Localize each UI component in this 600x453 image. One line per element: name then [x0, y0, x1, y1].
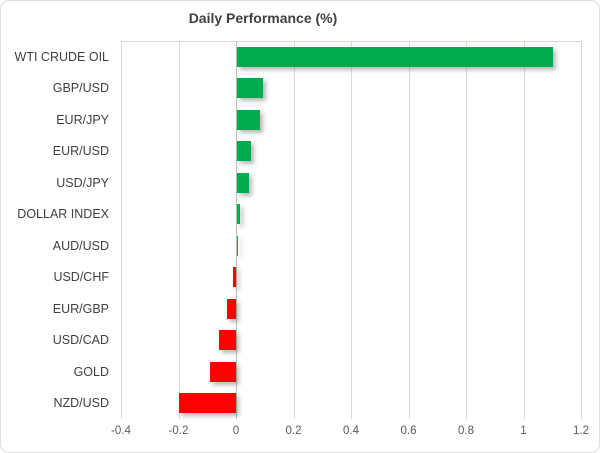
performance-bar-eur-usd — [237, 141, 252, 162]
category-label: DOLLAR INDEX — [17, 207, 109, 222]
gridline — [293, 41, 295, 419]
category-label: EUR/GBP — [52, 301, 109, 316]
performance-bar-eur-gbp — [227, 298, 236, 319]
gridline — [121, 41, 122, 419]
performance-bar-wti-crude-oil — [237, 46, 554, 67]
performance-bar-eur-jpy — [237, 109, 260, 130]
x-tick-label: 0.6 — [400, 425, 417, 437]
category-label: AUD/USD — [52, 238, 109, 253]
category-label: GBP/USD — [52, 81, 109, 96]
category-label: NZD/USD — [53, 396, 109, 411]
x-tick-label: 0.4 — [343, 425, 359, 437]
x-tick-label: -0.2 — [168, 425, 189, 437]
performance-bar-usd-jpy — [237, 172, 249, 193]
gridline — [351, 41, 352, 419]
performance-bar-gbp-usd — [237, 78, 263, 99]
category-label: EUR/JPY — [56, 112, 109, 127]
x-tick-label: -0.4 — [111, 425, 131, 437]
chart-title: Daily Performance (%) — [188, 10, 338, 26]
category-label: USD/JPY — [56, 175, 109, 190]
performance-bar-nzd-usd — [178, 393, 236, 414]
category-label: USD/CHF — [53, 270, 109, 285]
gridline — [581, 41, 582, 419]
category-label: EUR/USD — [52, 144, 109, 159]
performance-bar-usd-chf — [233, 267, 236, 288]
performance-bar-gold — [210, 361, 236, 382]
performance-bar-usd-cad — [218, 330, 236, 351]
performance-bar-dollar-index — [237, 204, 240, 225]
x-tick-label: 0 — [232, 425, 240, 437]
x-tick-label: 1.2 — [573, 425, 589, 437]
x-tick-label: 0.8 — [458, 425, 474, 437]
gridline — [466, 41, 467, 419]
x-tick-label: 1 — [520, 425, 527, 437]
zero-axis-line — [236, 41, 237, 419]
category-label: USD/CAD — [52, 333, 109, 348]
category-label: GOLD — [73, 364, 109, 379]
gridline — [408, 41, 410, 419]
gridline — [523, 41, 525, 419]
gridline — [178, 41, 180, 419]
category-label: WTI CRUDE OIL — [14, 49, 109, 64]
x-tick-label: 0.2 — [285, 425, 302, 437]
performance-bar-aud-usd — [237, 235, 238, 256]
